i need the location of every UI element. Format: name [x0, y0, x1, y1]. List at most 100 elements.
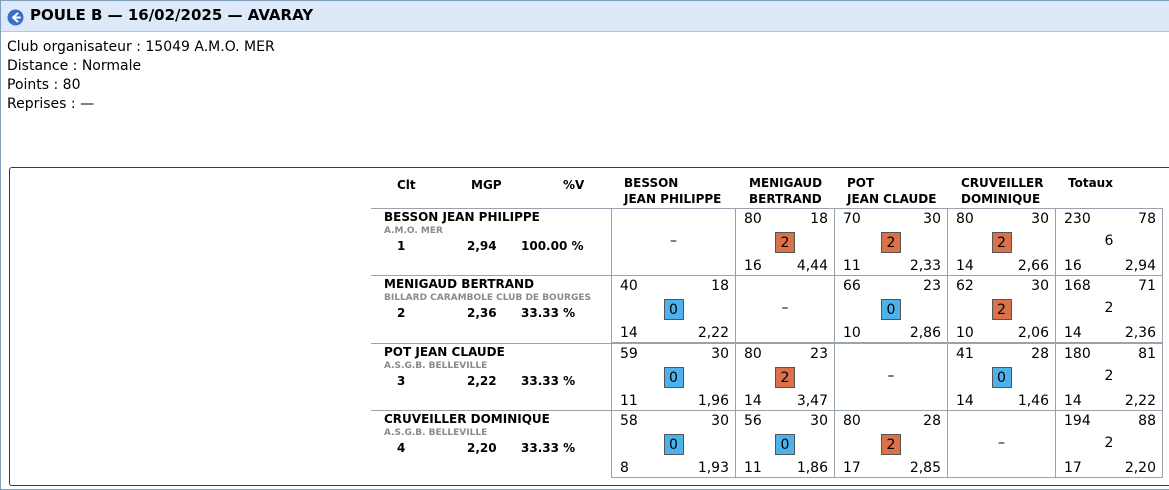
back-arrow-icon[interactable]: [7, 9, 24, 26]
player-club: A.M.O. MER: [384, 226, 443, 236]
innings: 30: [1031, 278, 1049, 294]
innings: 28: [1031, 346, 1049, 362]
totals-cell: 180 81 14 2,22 2: [1055, 343, 1163, 411]
title-bar: POULE B — 16/02/2025 — AVARAY: [1, 1, 1169, 32]
match-points-win: 2: [881, 434, 901, 455]
header-opponent-3: POT JEAN CLAUDE: [847, 176, 937, 206]
match-points-loss: 0: [663, 434, 684, 455]
match-result-cell: 80 18 16 4,44 2: [735, 208, 835, 276]
player-club: A.S.G.B. BELLEVILLE: [384, 428, 488, 438]
best-series: 16: [1064, 258, 1082, 274]
average: 1,96: [697, 393, 729, 409]
match-points-win: 2: [775, 367, 795, 388]
match-result-cell: 80 30 14 2,66 2: [947, 208, 1056, 276]
player-mgp: 2,22: [467, 374, 497, 388]
empty-cell-dash: –: [781, 300, 789, 316]
best-series: 14: [744, 393, 762, 409]
reprises: Reprises : —: [7, 96, 95, 112]
total-match-points: 6: [1104, 233, 1114, 249]
player-row: [371, 208, 611, 276]
best-series: 14: [956, 258, 974, 274]
player-club: BILLARD CARAMBOLE CLUB DE BOURGES: [384, 293, 591, 303]
match-points-win: 2: [991, 299, 1012, 320]
points-made: 80: [956, 211, 974, 227]
match-result-cell: 40 18 14 2,22 0: [611, 275, 736, 343]
competition-info: Club organisateur : 15049 A.M.O. MER Dis…: [7, 38, 275, 114]
innings: 78: [1138, 211, 1156, 227]
match-points-loss: 0: [991, 367, 1012, 388]
empty-cell: –: [611, 208, 736, 276]
player-mgp: 2,20: [467, 441, 497, 455]
average: 2,22: [697, 325, 729, 341]
player-percent-victories: 33.33 %: [521, 306, 576, 320]
innings: 88: [1138, 413, 1156, 429]
points-made: 80: [744, 211, 762, 227]
results-panel: [9, 167, 1169, 486]
match-points-win: 2: [775, 232, 795, 253]
player-percent-victories: 33.33 %: [521, 374, 576, 388]
average: 2,22: [1124, 393, 1156, 409]
best-series: 11: [620, 393, 638, 409]
best-series: 14: [620, 325, 638, 341]
player-mgp: 2,94: [467, 239, 497, 253]
points-made: 80: [744, 346, 762, 362]
player-percent-victories: 33.33 %: [521, 441, 576, 455]
innings: 23: [810, 346, 828, 362]
header-mgp: MGP: [471, 178, 502, 192]
match-result-cell: 80 23 14 3,47 2: [735, 343, 835, 411]
points-made: 168: [1064, 278, 1091, 294]
player-row: [371, 343, 611, 411]
header-percent-victories: %V: [563, 178, 585, 192]
player-name: BESSON JEAN PHILIPPE: [384, 210, 540, 224]
empty-cell-dash: –: [998, 435, 1005, 451]
best-series: 11: [744, 460, 762, 476]
empty-cell: –: [735, 275, 835, 343]
innings: 30: [711, 346, 729, 362]
player-row: [371, 275, 611, 343]
innings: 23: [923, 278, 941, 294]
average: 2,86: [909, 325, 941, 341]
points-made: 56: [744, 413, 762, 429]
player-percent-victories: 100.00 %: [521, 239, 584, 253]
player-rank: 3: [397, 374, 406, 388]
header-opponent-2: MENIGAUD BERTRAND: [749, 176, 823, 206]
best-series: 8: [620, 460, 629, 476]
player-rank: 1: [397, 239, 406, 253]
player-name: CRUVEILLER DOMINIQUE: [384, 412, 550, 426]
average: 2,06: [1017, 325, 1049, 341]
match-points-loss: 0: [663, 367, 684, 388]
match-result-cell: 41 28 14 1,46 0: [947, 343, 1056, 411]
player-name: POT JEAN CLAUDE: [384, 345, 505, 359]
page-title: POULE B — 16/02/2025 — AVARAY: [30, 6, 314, 24]
player-mgp: 2,36: [467, 306, 497, 320]
points-made: 58: [620, 413, 638, 429]
player-rank: 4: [397, 441, 406, 455]
innings: 18: [810, 211, 828, 227]
header-opponent-4: CRUVEILLER DOMINIQUE: [961, 176, 1044, 206]
match-points-loss: 0: [775, 434, 795, 455]
total-match-points: 2: [1104, 435, 1114, 451]
totals-cell: 230 78 16 2,94 6: [1055, 208, 1163, 276]
match-result-cell: 59 30 11 1,96 0: [611, 343, 736, 411]
total-match-points: 2: [1104, 368, 1114, 384]
innings: 71: [1138, 278, 1156, 294]
points-made: 66: [843, 278, 861, 294]
header-opponent-1: BESSON JEAN PHILIPPE: [624, 176, 722, 206]
best-series: 14: [1064, 325, 1082, 341]
average: 1,86: [796, 460, 828, 476]
best-series: 17: [1064, 460, 1082, 476]
player-row: [371, 410, 611, 478]
best-series: 14: [956, 393, 974, 409]
best-series: 14: [1064, 393, 1082, 409]
points-made: 230: [1064, 211, 1091, 227]
total-match-points: 2: [1104, 300, 1114, 316]
points-made: 80: [843, 413, 861, 429]
match-result-cell: 66 23 10 2,86 0: [834, 275, 948, 343]
innings: 30: [1031, 211, 1049, 227]
totals-cell: 194 88 17 2,20 2: [1055, 410, 1163, 478]
points-made: 194: [1064, 413, 1091, 429]
innings: 30: [810, 413, 828, 429]
innings: 18: [711, 278, 729, 294]
innings: 30: [711, 413, 729, 429]
